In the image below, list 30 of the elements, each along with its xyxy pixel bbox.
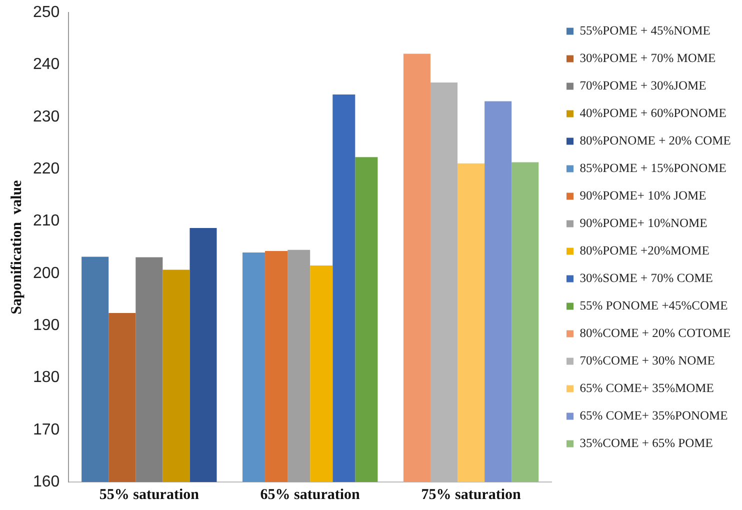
legend-label: 90%POME+ 10%NOME: [580, 216, 708, 230]
legend-label: 90%POME+ 10% JOME: [580, 188, 707, 203]
legend-label: 85%POME + 15%PONOME: [580, 161, 727, 176]
legend-label: 80%PONOME + 20% COME: [580, 134, 732, 148]
legend-label: 70%POME + 30%JOME: [580, 78, 707, 93]
legend-label: 35%COME + 65% POME: [580, 436, 714, 450]
x-tick-label: 55% saturation: [99, 486, 200, 503]
y-tick-label: 230: [32, 108, 60, 126]
y-tick-label: 170: [32, 421, 60, 438]
legend-label: 55% PONOME +45%COME: [580, 298, 728, 313]
x-tick-label: 75% saturation: [421, 486, 522, 503]
y-tick-label: 240: [32, 56, 60, 74]
legend-label: 55%POME + 45%NOME: [580, 24, 711, 38]
legend-label: 30%POME + 70% MOME: [580, 51, 716, 66]
y-tick-label: 200: [32, 264, 60, 282]
y-tick-label: 190: [32, 316, 60, 334]
legend-label: 40%POME + 60%PONOME: [580, 106, 727, 120]
y-tick-label: 220: [32, 160, 60, 178]
legend-label: 30%SOME + 70% COME: [580, 271, 714, 286]
legend-label: 80%COME + 20% COTOME: [580, 326, 732, 340]
legend-label: 70%COME + 30% NOME: [580, 354, 716, 368]
legend-label: 65% COME+ 35%MOME: [580, 381, 714, 396]
y-tick-label: 160: [32, 473, 60, 490]
y-tick-label: 180: [32, 369, 60, 386]
y-tick-label: 210: [32, 212, 60, 230]
x-tick-label: 65% saturation: [260, 486, 361, 503]
y-axis-title: Saponification value: [8, 180, 25, 314]
y-tick-label: 250: [32, 4, 60, 22]
legend-label: 80%POME +20%MOME: [580, 244, 710, 258]
legend-label: 65% COME+ 35%PONOME: [580, 408, 728, 423]
